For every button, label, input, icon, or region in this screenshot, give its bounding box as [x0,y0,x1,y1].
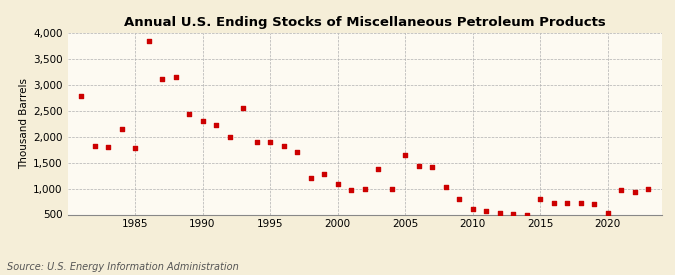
Point [359,186,370,191]
Point [184,112,194,116]
Point [427,165,437,169]
Point [562,201,572,205]
Point [319,172,329,176]
Point [332,182,343,187]
Point [373,167,383,171]
Point [305,176,316,180]
Point [103,145,113,149]
Point [251,140,262,144]
Point [170,74,181,79]
Point [224,135,235,139]
Point [629,189,640,194]
Point [76,94,86,98]
Point [197,119,208,123]
Point [643,186,653,191]
Text: Source: U.S. Energy Information Administration: Source: U.S. Energy Information Administ… [7,262,238,272]
Point [575,201,586,205]
Point [494,211,505,215]
Point [238,106,248,110]
Point [346,188,356,192]
Point [440,185,451,189]
Point [481,209,491,213]
Point [467,207,478,211]
Point [548,201,559,205]
Point [521,213,532,217]
Point [535,197,545,202]
Y-axis label: Thousand Barrels: Thousand Barrels [19,78,29,169]
Point [454,197,464,202]
Point [386,186,397,191]
Point [602,211,613,216]
Point [508,212,518,216]
Point [616,188,626,192]
Point [211,123,221,128]
Point [130,146,140,150]
Point [265,140,275,144]
Point [413,164,424,169]
Point [292,150,302,155]
Point [589,202,599,206]
Point [143,39,154,43]
Point [89,143,100,148]
Point [400,153,410,158]
Title: Annual U.S. Ending Stocks of Miscellaneous Petroleum Products: Annual U.S. Ending Stocks of Miscellaneo… [124,16,605,29]
Point [157,76,167,81]
Point [116,127,127,131]
Point [278,143,289,148]
